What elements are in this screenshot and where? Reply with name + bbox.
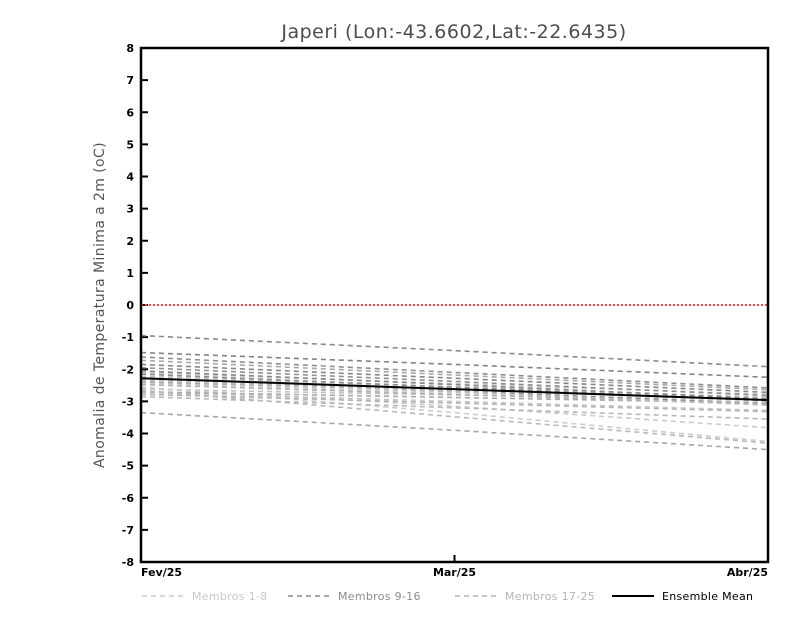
series-line — [140, 370, 769, 400]
x-tick-label: Mar/25 — [433, 566, 476, 579]
y-tick-label: -3 — [122, 395, 134, 408]
y-tick-label: 5 — [126, 138, 134, 151]
y-tick-label: -5 — [122, 460, 134, 473]
series-line — [140, 387, 769, 429]
y-tick-label: -7 — [122, 524, 134, 537]
legend-label: Ensemble Mean — [662, 590, 753, 603]
y-tick-label: 7 — [126, 74, 134, 87]
series-line — [140, 363, 769, 394]
x-tick-label: Fev/25 — [141, 566, 182, 579]
series-line — [140, 411, 769, 451]
y-tick-label: -8 — [122, 556, 134, 569]
chart-legend: Membros 1-8 Membros 9-16 Membros 17-25 Ense… — [142, 590, 753, 603]
y-tick-label: 1 — [126, 267, 134, 280]
y-tick-label: 0 — [126, 299, 134, 312]
legend-label: Membros 1-8 — [192, 590, 267, 603]
y-tick-label: 2 — [126, 235, 134, 248]
series-line — [140, 389, 769, 444]
y-tick-label: 3 — [126, 203, 134, 216]
y-tick-label: -4 — [122, 428, 135, 441]
series-line — [140, 386, 769, 443]
series-line — [140, 377, 769, 405]
series-line — [140, 366, 769, 397]
series-line — [140, 382, 769, 403]
y-tick-label: 4 — [126, 171, 134, 184]
series-line — [140, 391, 769, 412]
x-tick-label: Abr/25 — [727, 566, 768, 579]
series-line — [140, 378, 769, 407]
y-tick-label: 6 — [126, 106, 134, 119]
series-line — [140, 351, 769, 379]
y-tick-label: 8 — [126, 42, 134, 55]
y-axis-label: Anomalia de Temperatura Minima a 2m (oC) — [92, 142, 108, 468]
series-line — [140, 359, 769, 391]
y-tick-label: -1 — [122, 331, 134, 344]
series-line — [140, 334, 769, 368]
series-line — [140, 393, 769, 413]
plot-frame — [139, 46, 770, 564]
legend-label: Membros 9-16 — [338, 590, 421, 603]
legend-label: Membros 17-25 — [505, 590, 595, 603]
series-line — [140, 356, 769, 389]
page-title: Japeri (Lon:-43.6602,Lat:-22.6435) — [280, 21, 626, 43]
series-line — [140, 395, 769, 420]
plot-series-lines — [140, 334, 769, 451]
series-line — [140, 377, 769, 402]
y-tick-label: -2 — [122, 363, 134, 376]
series-line — [140, 379, 769, 399]
y-tick-label: -6 — [122, 492, 135, 505]
